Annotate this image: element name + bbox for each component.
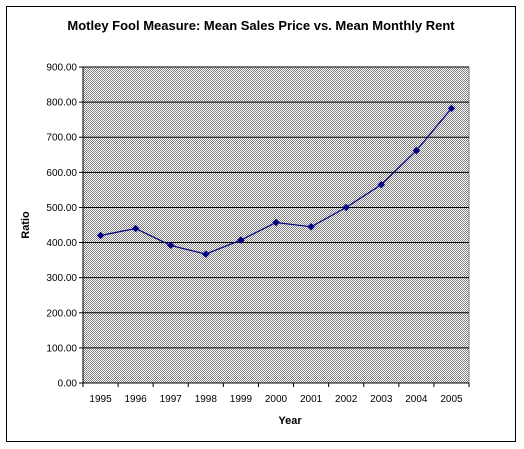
data-point-marker: [272, 218, 280, 227]
data-point-marker: [447, 104, 456, 113]
x-tick-label: 1997: [160, 394, 183, 405]
x-tick-label: 2001: [300, 394, 323, 405]
data-point-marker: [377, 180, 386, 189]
data-point-marker: [237, 236, 245, 244]
y-tick-label: 100.00: [46, 343, 77, 354]
x-tick-label: 1998: [195, 394, 218, 405]
y-tick-label: 200.00: [46, 308, 77, 319]
data-point-marker: [412, 146, 421, 155]
data-point-marker: [342, 203, 351, 212]
y-tick-label: 300.00: [46, 273, 77, 284]
x-tick-label: 1999: [230, 394, 253, 405]
chart: Motley Fool Measure: Mean Sales Price vs…: [20, 18, 470, 427]
y-tick-label: 700.00: [46, 133, 77, 144]
x-tick-label: 1995: [89, 394, 112, 405]
data-point-marker: [131, 224, 140, 233]
x-tick-label: 2005: [440, 394, 463, 405]
x-tick-label: 2000: [265, 394, 288, 405]
data-point-marker: [96, 231, 105, 240]
data-point-marker: [201, 250, 210, 258]
chart-title: Motley Fool Measure: Mean Sales Price vs…: [67, 18, 455, 33]
x-tick-label: 2002: [335, 394, 358, 405]
x-tick-label: 2004: [405, 394, 428, 405]
y-tick-label: 800.00: [46, 98, 77, 109]
data-point-marker: [166, 241, 175, 250]
x-tick-label: 2003: [370, 394, 393, 405]
y-tick-label: 900.00: [46, 63, 77, 74]
x-axis-label: Year: [278, 415, 302, 427]
y-tick-label: 400.00: [46, 238, 77, 249]
data-point-marker: [307, 222, 315, 231]
x-tick-label: 1996: [125, 394, 148, 405]
y-axis-label: Ratio: [20, 211, 32, 239]
y-tick-label: 500.00: [46, 203, 77, 214]
y-tick-label: 600.00: [46, 168, 77, 179]
chart-frame: Motley Fool Measure: Mean Sales Price vs…: [6, 6, 516, 442]
y-tick-label: 0.00: [58, 379, 78, 390]
